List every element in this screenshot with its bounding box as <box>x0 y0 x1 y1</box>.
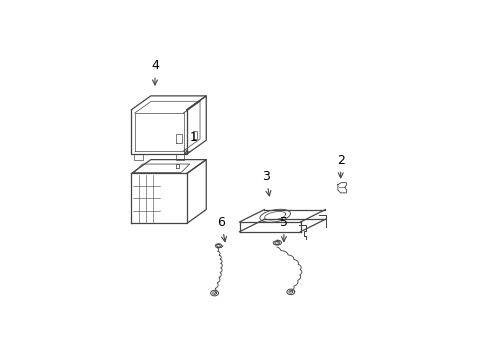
Text: 3: 3 <box>262 170 270 196</box>
Text: 5: 5 <box>279 216 287 242</box>
Text: 4: 4 <box>151 59 159 85</box>
Text: 6: 6 <box>217 216 226 242</box>
Text: 2: 2 <box>336 154 344 178</box>
Text: 1: 1 <box>184 131 197 155</box>
